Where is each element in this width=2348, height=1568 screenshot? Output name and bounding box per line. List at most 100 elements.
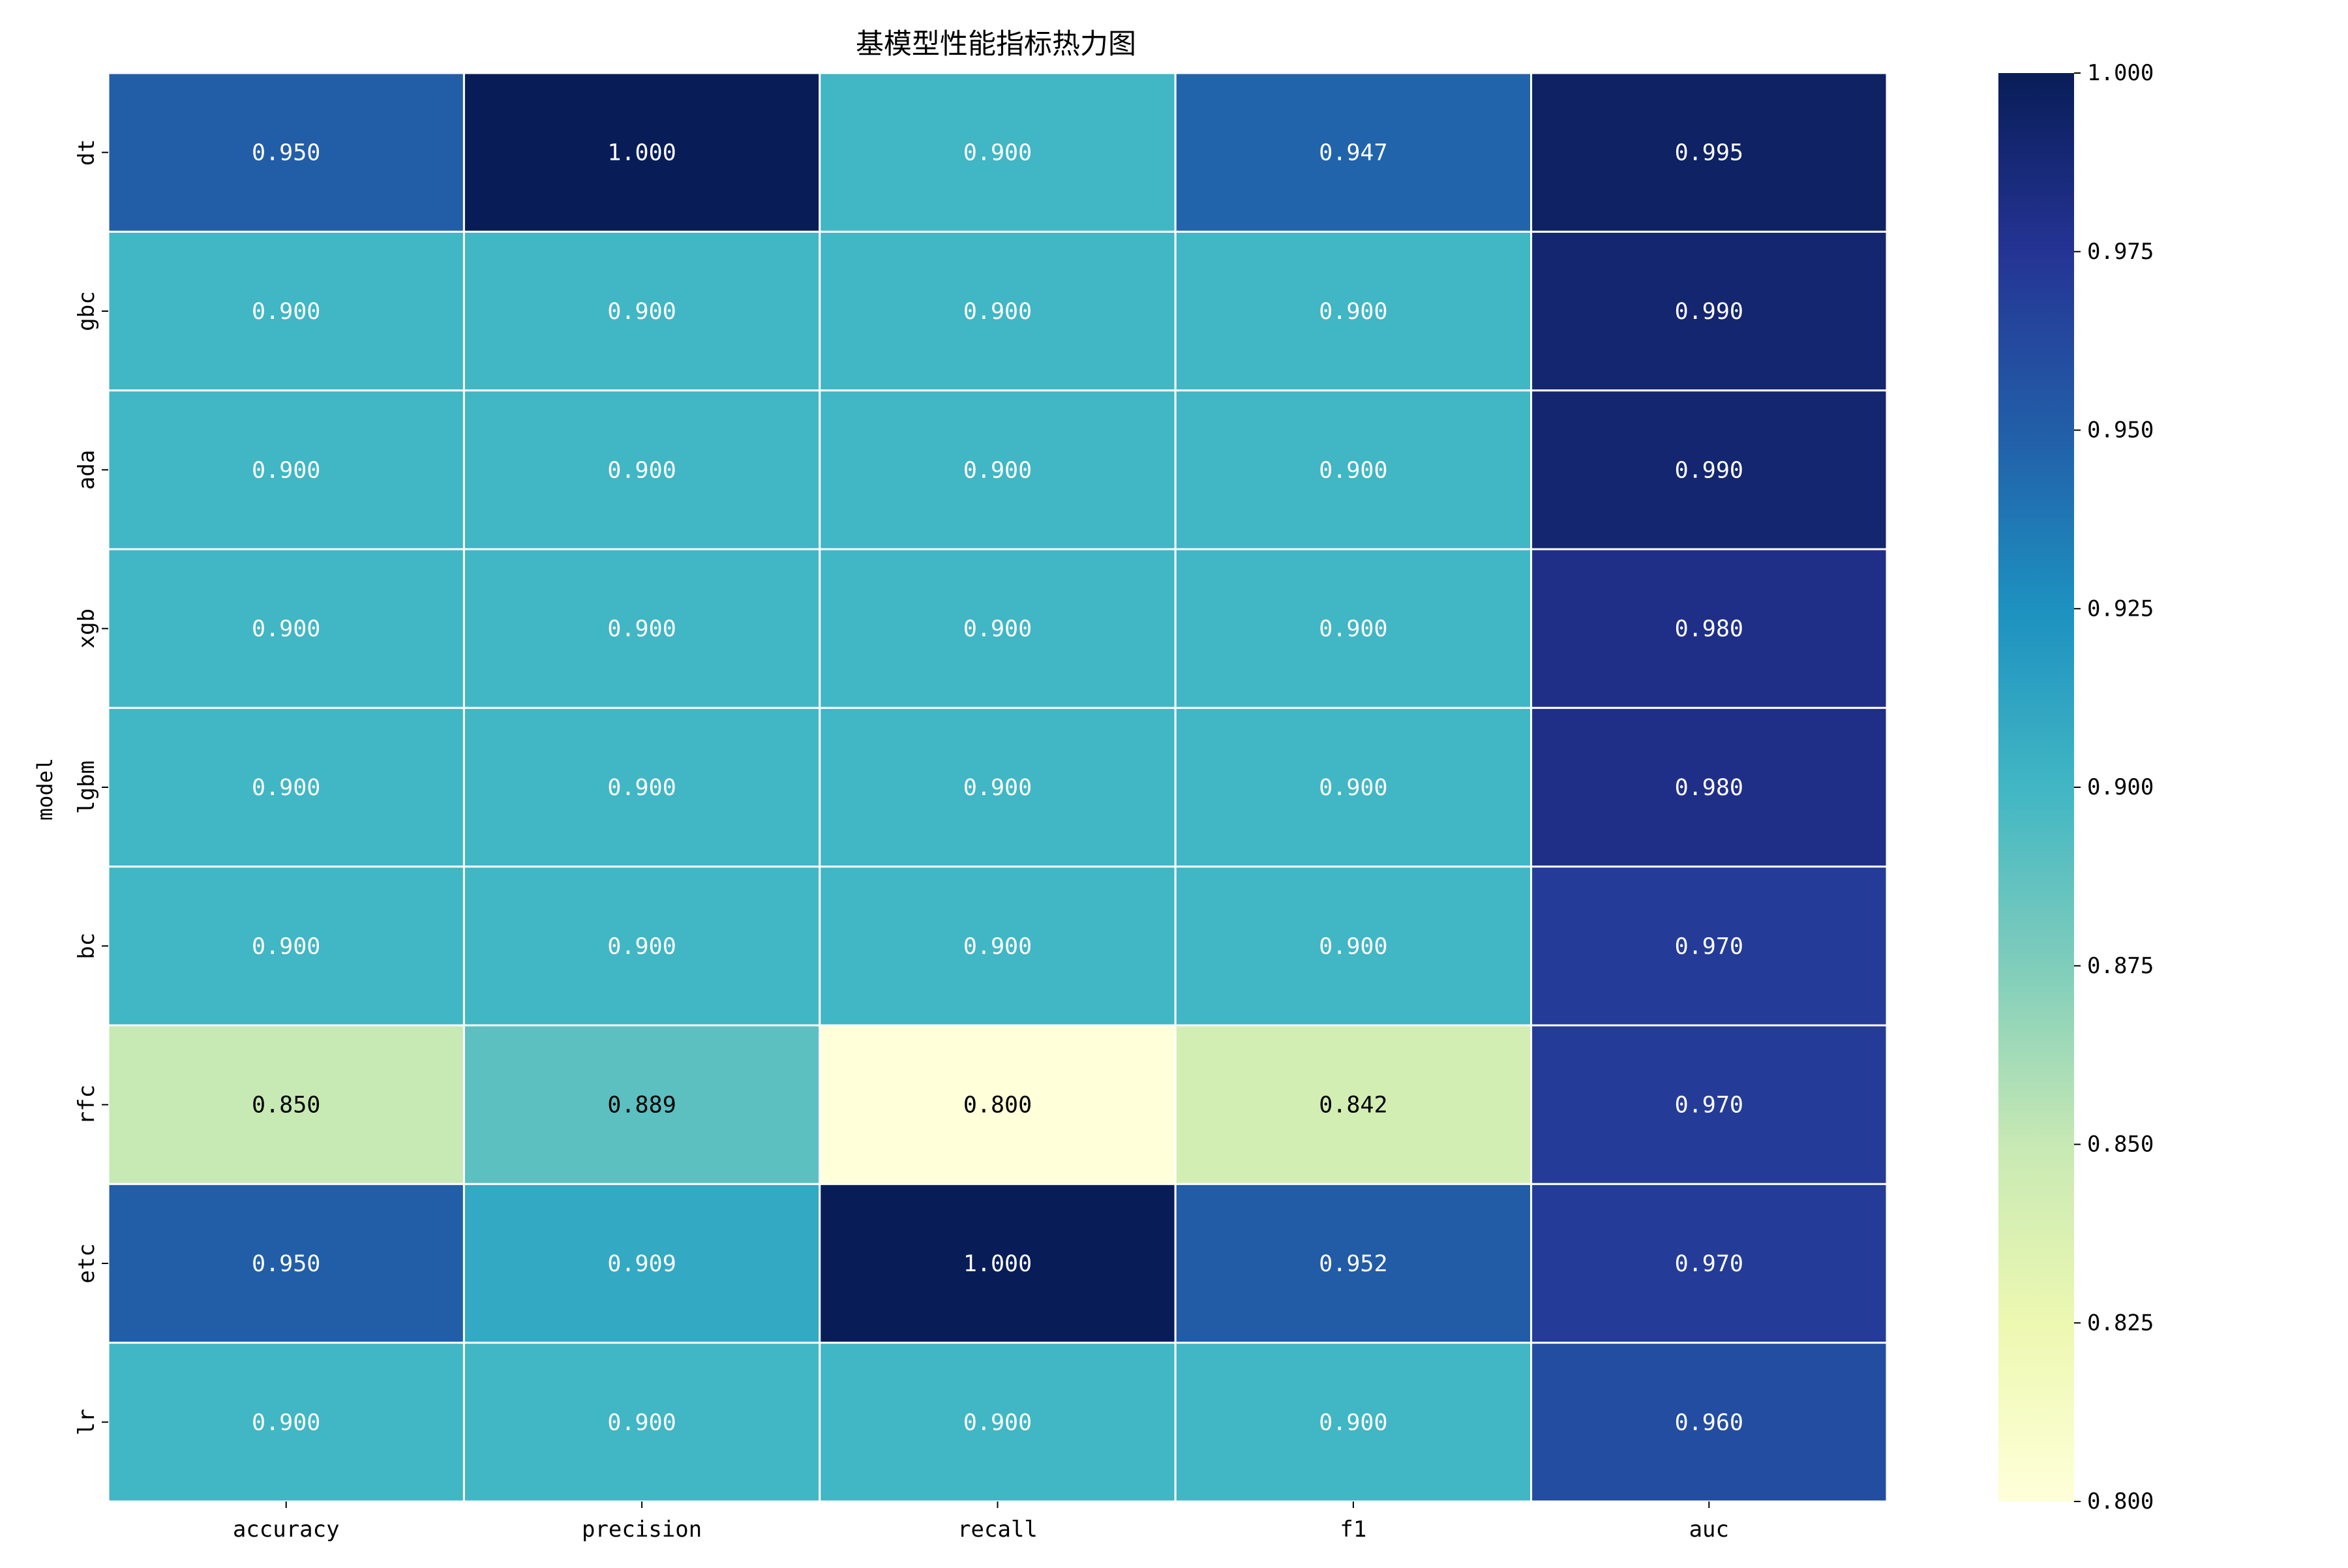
x-tick-label: f1 — [1340, 1516, 1366, 1543]
heatmap-cell — [107, 1024, 465, 1185]
chart-title: 基模型性能指标热力图 — [856, 28, 1136, 61]
cell-value-label: 0.900 — [252, 933, 320, 959]
cell-value-label: 0.900 — [1319, 299, 1387, 325]
heatmap-cell — [1174, 706, 1533, 868]
heatmap-cell — [819, 706, 1177, 868]
cell-value-label: 0.900 — [963, 299, 1032, 325]
cell-value-label: 0.960 — [1675, 1410, 1743, 1436]
heatmap-cell — [1174, 1024, 1533, 1185]
heatmap-cell — [1530, 706, 1888, 868]
heatmap-cell — [1530, 389, 1888, 550]
x-tick-label: auc — [1689, 1516, 1729, 1543]
cell-value-label: 0.900 — [963, 775, 1032, 801]
colorbar-tick-label: 0.975 — [2087, 239, 2154, 265]
heatmap-cell — [819, 389, 1177, 550]
cell-value-label: 0.995 — [1675, 140, 1743, 166]
heatmap-cell — [107, 1342, 465, 1503]
heatmap-cell — [1174, 1342, 1533, 1503]
y-tick-label: gbc — [74, 291, 100, 331]
cell-value-label: 0.900 — [607, 616, 676, 642]
colorbar-tick-label: 0.925 — [2087, 596, 2154, 622]
colorbar-tick-label: 0.850 — [2087, 1132, 2154, 1158]
colorbar-tick-label: 0.950 — [2087, 417, 2154, 444]
heatmap-cell — [462, 389, 821, 550]
cell-value-label: 0.900 — [607, 1410, 676, 1436]
cell-value-label: 0.990 — [1675, 299, 1743, 325]
heatmap-cell — [462, 230, 821, 392]
colorbar-tick-label: 1.000 — [2087, 60, 2154, 86]
heatmap-cell — [107, 72, 465, 233]
heatmap-cell — [819, 230, 1177, 392]
cell-value-label: 0.980 — [1675, 775, 1743, 801]
colorbar: 0.800 0.825 0.850 0.875 0.900 0.925 0.950 0.975… — [1998, 60, 2154, 1515]
cell-value-label: 0.900 — [1319, 775, 1387, 801]
colorbar-gradient — [1998, 73, 2074, 1501]
heatmap-cell — [819, 72, 1177, 233]
heatmap-cell — [1174, 389, 1533, 550]
y-tick-label: dt — [74, 139, 100, 166]
cell-value-label: 0.909 — [607, 1251, 676, 1277]
cell-value-label: 0.900 — [1319, 616, 1387, 642]
y-tick-label: etc — [74, 1243, 100, 1283]
x-tick-label: recall — [957, 1516, 1038, 1543]
colorbar-tick-label: 0.825 — [2087, 1310, 2154, 1336]
cell-value-label: 0.842 — [1319, 1093, 1387, 1119]
heatmap-cell — [1174, 548, 1533, 709]
heatmap-cell — [1174, 230, 1533, 392]
cell-value-label: 0.900 — [963, 457, 1032, 483]
cell-value-label: 0.900 — [607, 457, 676, 483]
heatmap-cell — [107, 706, 465, 868]
heatmap-cell — [107, 548, 465, 709]
y-tick-label: xgb — [74, 609, 100, 648]
cell-value-label: 0.900 — [963, 616, 1032, 642]
heatmap-cell — [462, 548, 821, 709]
heatmap-cell — [107, 1183, 465, 1344]
cell-value-label: 0.850 — [252, 1093, 320, 1119]
cell-value-label: 0.952 — [1319, 1251, 1387, 1277]
cell-value-label: 0.900 — [963, 140, 1032, 166]
heatmap-cell — [1530, 866, 1888, 1027]
heatmap-cell — [819, 1024, 1177, 1185]
heatmap-cell — [1530, 1342, 1888, 1503]
heatmap-cells: 0.950 1.000 0.900 0.947 0.995 0.900 0.900 0.900… — [107, 72, 1888, 1503]
x-axis-ticks: accuracy precision recall f1 auc — [233, 1501, 1729, 1543]
cell-value-label: 0.900 — [607, 775, 676, 801]
heatmap-cell — [819, 548, 1177, 709]
cell-value-label: 0.970 — [1675, 933, 1743, 959]
cell-value-label: 0.889 — [607, 1093, 676, 1119]
cell-value-label: 0.950 — [252, 140, 320, 166]
cell-value-label: 0.900 — [252, 457, 320, 483]
cell-value-label: 0.900 — [607, 299, 676, 325]
cell-value-label: 0.900 — [252, 1410, 320, 1436]
y-tick-label: rfc — [74, 1085, 100, 1124]
y-tick-label: lr — [74, 1409, 100, 1436]
x-tick-label: accuracy — [233, 1516, 340, 1543]
x-tick-label: precision — [582, 1516, 702, 1543]
heatmap-cell — [1174, 72, 1533, 233]
cell-value-label: 0.900 — [963, 1410, 1032, 1436]
cell-value-label: 0.800 — [963, 1093, 1032, 1119]
y-tick-label: ada — [74, 450, 100, 490]
cell-value-label: 0.970 — [1675, 1093, 1743, 1119]
heatmap-cell — [462, 72, 821, 233]
colorbar-tick-label: 0.900 — [2087, 774, 2154, 800]
y-axis-ticks: dt gbc ada xgb lgbm bc rfc etc lr — [74, 139, 108, 1436]
heatmap-cell — [1530, 1024, 1888, 1185]
cell-value-label: 1.000 — [607, 140, 676, 166]
colorbar-tick-label: 0.800 — [2087, 1488, 2154, 1515]
cell-value-label: 0.900 — [607, 933, 676, 959]
heatmap-cell — [462, 706, 821, 868]
colorbar-tick-label: 0.875 — [2087, 953, 2154, 979]
y-tick-label: lgbm — [74, 761, 100, 814]
cell-value-label: 0.980 — [1675, 616, 1743, 642]
heatmap-cell — [1530, 230, 1888, 392]
heatmap-cell — [462, 1342, 821, 1503]
cell-value-label: 0.900 — [252, 616, 320, 642]
cell-value-label: 0.950 — [252, 1251, 320, 1277]
cell-value-label: 0.900 — [1319, 457, 1387, 483]
y-tick-label: bc — [74, 933, 100, 959]
cell-value-label: 0.947 — [1319, 140, 1387, 166]
heatmap-cell — [819, 1183, 1177, 1344]
